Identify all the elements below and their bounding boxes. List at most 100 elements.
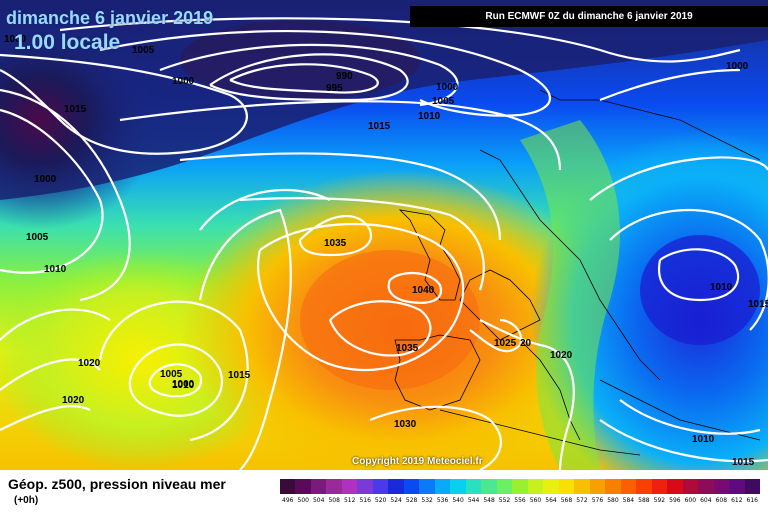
legend-swatch [729, 479, 745, 494]
legend-swatches [280, 479, 761, 494]
isobar-label: 1000 [172, 76, 195, 87]
legend-tick-label: 528 [405, 497, 418, 504]
isobar-label: 1020 [550, 350, 573, 361]
legend-swatch [450, 479, 466, 494]
legend-tick-label: 516 [359, 497, 371, 504]
isobar-label: 1025 [494, 338, 517, 349]
isobar-label: 1035 [396, 343, 419, 354]
legend-swatch [651, 479, 668, 494]
isobar-1035-n [298, 215, 373, 257]
legend-swatch [326, 479, 342, 494]
legend-tick-label: 592 [653, 497, 666, 504]
isobar-1010-nw [0, 88, 131, 302]
legend-swatch [388, 479, 404, 494]
isobar-label: 1000 [34, 174, 57, 185]
legend-swatch [620, 479, 637, 494]
isobar-990 [229, 63, 379, 94]
isobar-label: 1030 [394, 419, 417, 430]
isobar-label: 1020 [78, 358, 101, 369]
legend-tick-label: 608 [715, 497, 728, 504]
legend-tick-label: 508 [328, 497, 340, 504]
iberia-outline [394, 334, 481, 411]
isobar-1000-ne2 [599, 68, 741, 102]
isobar-1035-s [328, 300, 432, 357]
legend-swatch [403, 479, 420, 494]
isobar-1025 [239, 197, 485, 291]
isobar-1020-e [479, 319, 575, 470]
weather-map: 1000 1005 1015 1000 1005 1010 990 995 10… [0, 0, 768, 470]
central-europe-trough-edge [520, 120, 620, 470]
isobar-1025-e [469, 318, 523, 353]
isobar-label: 1015 [228, 370, 251, 381]
legend-swatch [280, 479, 296, 494]
isobar-1025-w [199, 188, 331, 231]
legend-tick-label: 616 [746, 497, 758, 504]
isobar-label: 1000 [436, 82, 459, 93]
isobar-1015-e [609, 208, 768, 331]
legend-tick-label: 580 [607, 497, 619, 504]
legend-tick-label: 588 [638, 497, 650, 504]
isobar-label: 1015 [732, 457, 755, 468]
isobar-1020-sw [0, 358, 101, 391]
legend-tick-label: 564 [545, 497, 557, 504]
legend-swatch [512, 479, 528, 494]
legend-tick-label: 552 [498, 497, 511, 504]
france-outline [459, 269, 541, 341]
isobar-1000-n [159, 43, 459, 107]
legend-swatch [527, 479, 544, 494]
isobar-label: 1005 [26, 232, 49, 243]
isobar-label: 1010 [44, 264, 67, 275]
isobars [0, 17, 768, 470]
legend-swatch [341, 479, 358, 494]
isobar-label: 1020 [62, 395, 85, 406]
legend-swatch [698, 479, 714, 494]
isobar-1000-sw [0, 308, 111, 341]
legend-tick-label: 596 [669, 497, 681, 504]
high-core [300, 250, 480, 390]
northwest-low-core [0, 10, 160, 230]
legend-tick-label: 572 [576, 497, 588, 504]
isobar-1005-nw [0, 108, 104, 274]
isobar-label: 1005 [160, 369, 183, 380]
italy-outline [519, 339, 581, 441]
legend-tick-label: 604 [700, 497, 712, 504]
isobar-1020-n [179, 152, 502, 241]
isobar-label: 1040 [412, 285, 435, 296]
isobar-1015-n [119, 100, 562, 171]
legend-tick-label: 556 [514, 497, 526, 504]
eastern-low-core [640, 235, 760, 345]
forecast-date: dimanche 6 janvier 2019 [6, 8, 214, 28]
isobar-1015-se [599, 419, 768, 463]
isobar-1000-ne [59, 17, 741, 63]
arctic-coast [539, 89, 761, 161]
isobar-label: 20 [520, 338, 532, 349]
legend-swatch [713, 479, 730, 494]
isobar-label: 1010 [418, 111, 441, 122]
isobar-1015-w [98, 300, 249, 442]
legend-swatch [481, 479, 497, 494]
isobar-label: 1000 [172, 379, 195, 390]
isobar-label: 1000 [726, 61, 749, 72]
legend-tick-label: 496 [282, 497, 294, 504]
legend-tick-label: 540 [452, 497, 464, 504]
legend-swatch [465, 479, 482, 494]
isobar-label: 1000 [4, 34, 27, 45]
isobar-label: 990 [336, 71, 353, 82]
north-low-core [180, 20, 420, 100]
legend-tick-label: 548 [483, 497, 495, 504]
legend-tick-label: 520 [374, 497, 387, 504]
legend-tick-label: 568 [560, 497, 573, 504]
isobar-label: 1005 [432, 96, 455, 107]
legend-swatch [310, 479, 327, 494]
legend-swatch [295, 479, 311, 494]
legend-tick-label: 512 [343, 497, 356, 504]
legend-tick-label: 600 [684, 497, 697, 504]
legend-tick-label: 612 [731, 497, 743, 504]
legend-swatch [543, 479, 559, 494]
map-footer: Géop. z500, pression niveau mer (+0h) 49… [0, 470, 768, 512]
isobar-label: 1010 [710, 282, 733, 293]
isobar-1030-s [369, 405, 502, 470]
map-variable-title: Géop. z500, pression niveau mer [8, 476, 226, 492]
legend-tick-label: 504 [312, 497, 325, 504]
legend-swatch [682, 479, 699, 494]
